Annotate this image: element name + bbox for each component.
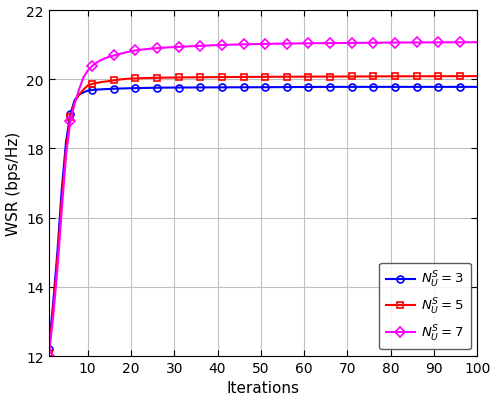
$N_U^S=7$ [301, 42, 307, 47]
$N_U^S=7$ [145, 47, 151, 52]
$N_U^S=5$ [474, 75, 480, 79]
$N_U^S=5$ [301, 75, 307, 80]
$N_U^S=3$ [145, 86, 151, 91]
$N_U^S=5$ [145, 76, 151, 81]
$N_U^S=7$ [128, 50, 134, 55]
$N_U^S=5$ [439, 75, 445, 79]
Y-axis label: WSR (bps/Hz): WSR (bps/Hz) [5, 132, 20, 235]
$N_U^S=3$ [474, 85, 480, 90]
$N_U^S=3$ [46, 347, 52, 352]
$N_U^S=3$ [344, 85, 350, 90]
$N_U^S=7$ [439, 41, 445, 46]
Legend: $N_U^S=3$, $N_U^S=5$, $N_U^S=7$: $N_U^S=3$, $N_U^S=5$, $N_U^S=7$ [379, 263, 471, 350]
$N_U^S=3$ [128, 87, 134, 91]
$N_U^S=3$ [266, 85, 272, 90]
$N_U^S=5$ [46, 350, 52, 355]
$N_U^S=7$ [46, 354, 52, 358]
$N_U^S=5$ [453, 75, 459, 79]
$N_U^S=3$ [301, 85, 307, 90]
$N_U^S=3$ [457, 85, 463, 90]
Line: $N_U^S=7$: $N_U^S=7$ [45, 40, 481, 360]
Line: $N_U^S=3$: $N_U^S=3$ [45, 84, 481, 353]
Line: $N_U^S=5$: $N_U^S=5$ [45, 73, 481, 356]
$N_U^S=3$ [444, 85, 450, 90]
$N_U^S=7$ [266, 42, 272, 47]
$N_U^S=5$ [266, 75, 272, 80]
$N_U^S=7$ [453, 41, 459, 46]
X-axis label: Iterations: Iterations [227, 381, 300, 395]
$N_U^S=7$ [474, 41, 480, 46]
$N_U^S=5$ [128, 77, 134, 82]
